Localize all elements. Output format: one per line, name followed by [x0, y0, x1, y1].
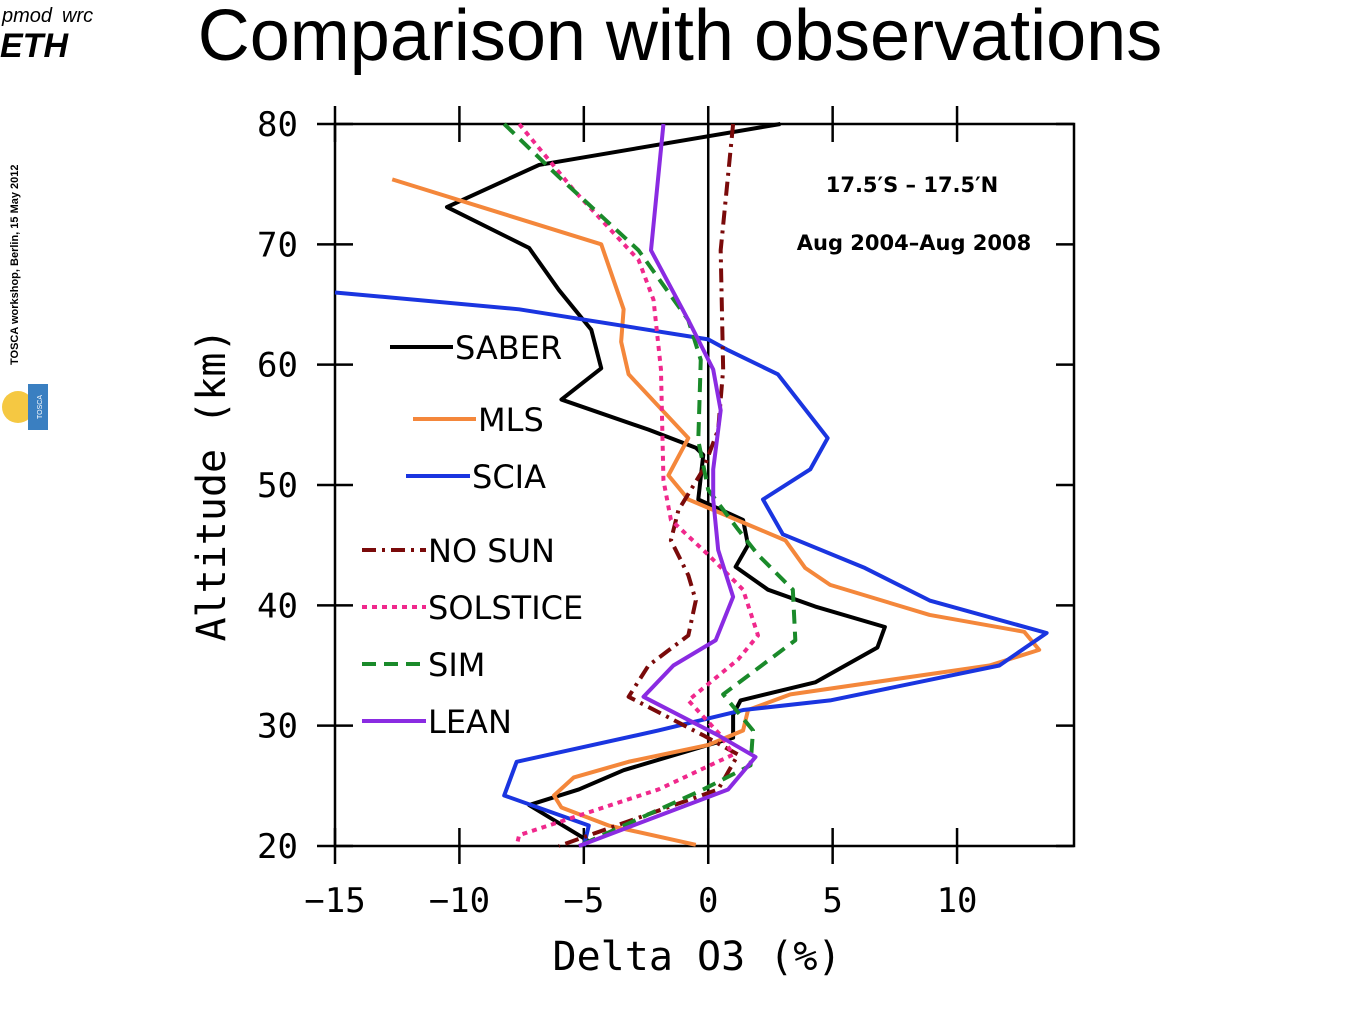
- y-tick-label: 60: [257, 346, 298, 386]
- legend-label: MLS: [478, 401, 544, 439]
- y-tick-label: 70: [257, 225, 298, 265]
- x-tick-label: −10: [429, 881, 490, 921]
- side-note: TOSCA workshop, Berlin, 15 May 2012: [9, 164, 21, 365]
- legend-label: SCIA: [472, 458, 546, 496]
- y-tick-label: 20: [257, 827, 298, 867]
- y-tick-label: 40: [257, 586, 298, 626]
- series-line: [334, 290, 1049, 847]
- x-axis-title: Delta O3 (%): [553, 934, 842, 980]
- slide-title: Comparison with observations: [198, 0, 1162, 76]
- x-tick-label: 0: [698, 881, 718, 921]
- y-tick-label: 80: [257, 105, 298, 145]
- x-tick-label: 10: [937, 881, 978, 921]
- annotation: 17.5′S – 17.5′N: [826, 173, 999, 197]
- logo-text: TOSCA: [37, 395, 44, 419]
- legend-label: SOLSTICE: [428, 589, 583, 627]
- tosca-logo: TOSCA: [2, 384, 48, 430]
- series-line: [391, 177, 1042, 847]
- legend-label: LEAN: [428, 703, 512, 741]
- x-tick-label: −5: [563, 881, 604, 921]
- logo-text: ETH: [0, 27, 69, 65]
- x-tick-label: −15: [304, 881, 365, 921]
- y-axis-title: Altitude (km): [189, 328, 235, 641]
- legend-label: SIM: [428, 646, 485, 684]
- series-line: [502, 122, 798, 848]
- y-tick-label: 30: [257, 707, 298, 747]
- logo-text: pmod: [1, 5, 53, 27]
- y-tick-label: 50: [257, 466, 298, 506]
- legend-label: NO SUN: [428, 532, 555, 570]
- x-tick-label: 5: [822, 881, 842, 921]
- annotation: Aug 2004–Aug 2008: [797, 231, 1032, 255]
- series-line: [578, 123, 758, 848]
- legend-label: SABER: [455, 329, 562, 367]
- logo-text: wrc: [62, 5, 93, 27]
